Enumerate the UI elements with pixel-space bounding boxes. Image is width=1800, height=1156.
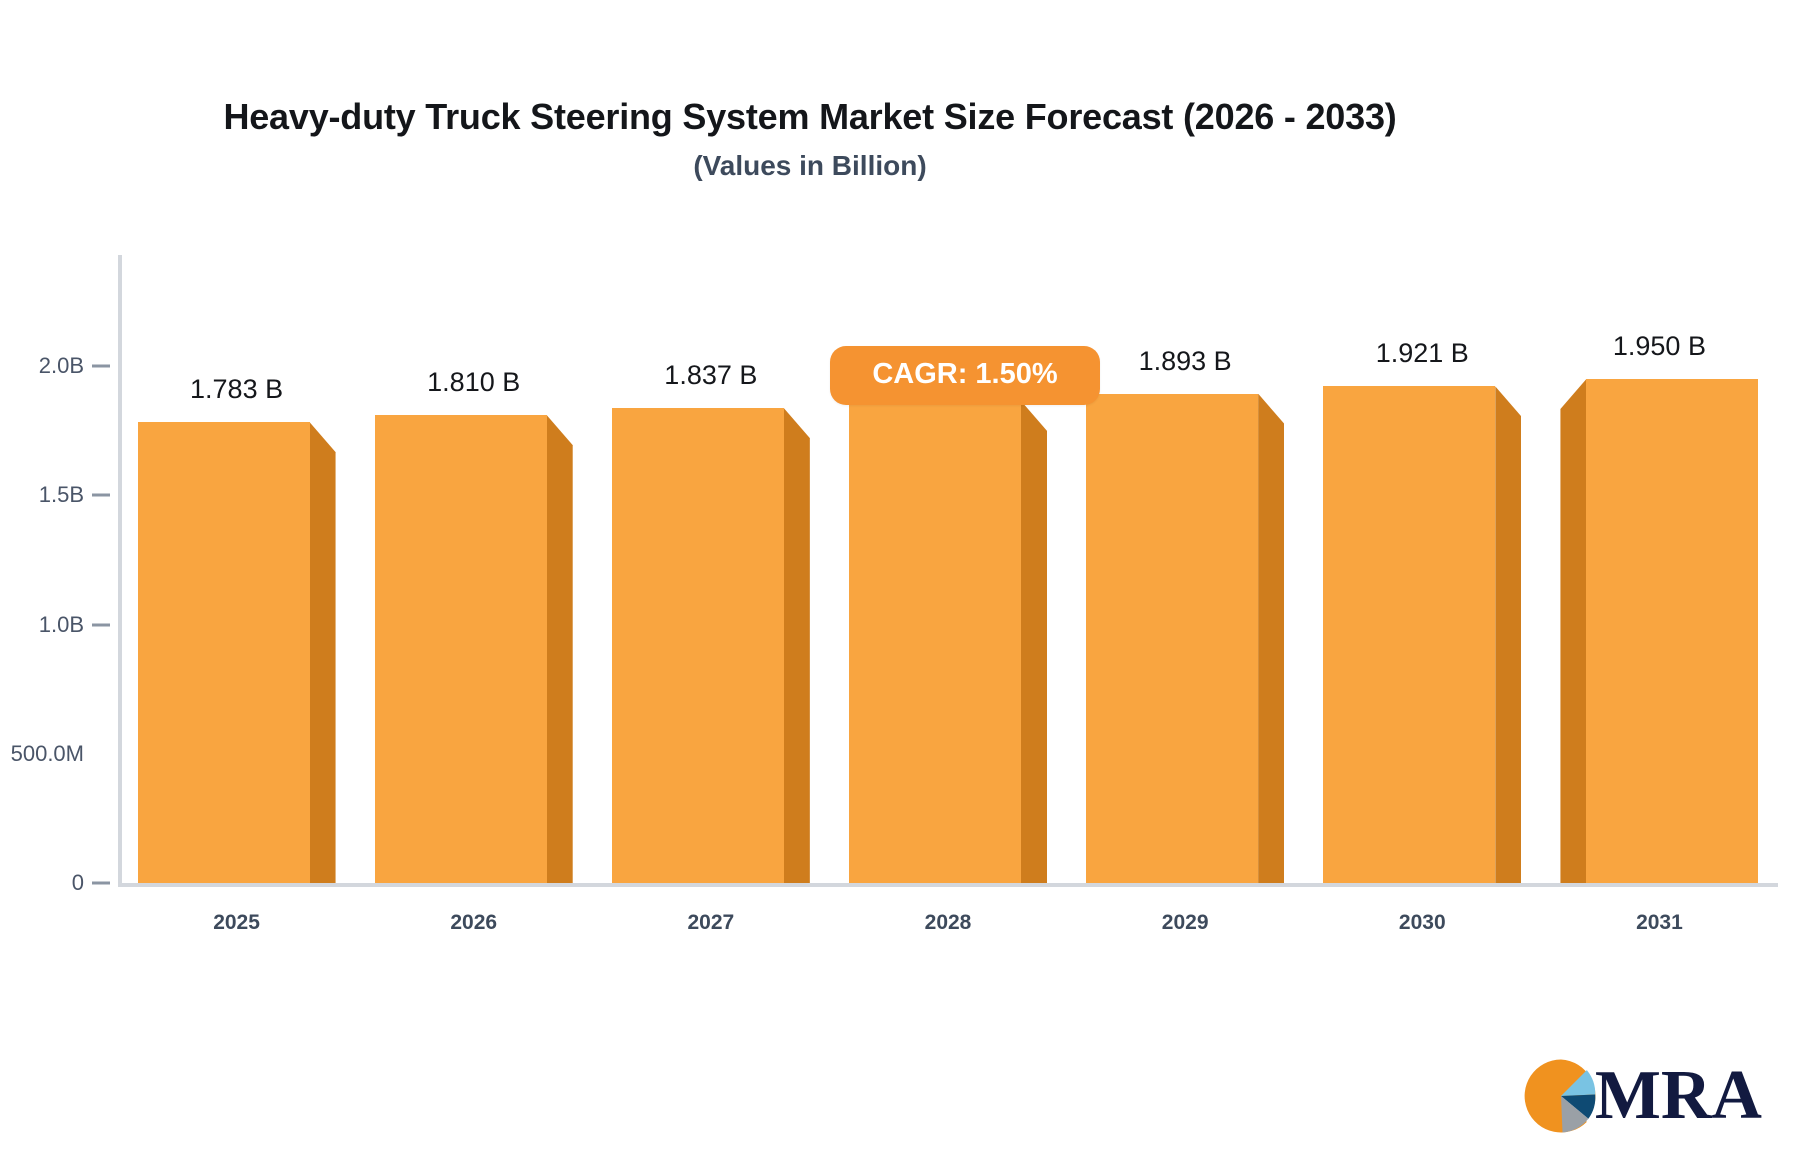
bar [137, 422, 336, 883]
bar-side-face [1258, 393, 1285, 883]
bar-side-face [1495, 386, 1522, 883]
bar [374, 415, 573, 883]
y-axis-tick-label: 2.0B [38, 353, 84, 378]
bar [1560, 378, 1759, 883]
x-axis-tick-label: 2026 [450, 911, 498, 934]
bar-front-face [374, 415, 547, 883]
bar-value-label: 1.837 B [664, 360, 758, 391]
bar-front-face [1323, 386, 1496, 883]
y-axis-tick-mark [92, 493, 110, 497]
title-block: Heavy-duty Truck Steering System Market … [0, 96, 1620, 183]
bar-series [118, 255, 1778, 887]
bar-value-label: 1.810 B [427, 367, 521, 398]
x-axis-tick-label: 2030 [1398, 911, 1446, 934]
bar-side-face [783, 408, 810, 883]
bar-side-face [546, 415, 573, 883]
bar-front-face [611, 408, 784, 883]
y-axis-tick-mark [92, 623, 110, 626]
chart-title: Heavy-duty Truck Steering System Market … [223, 96, 1397, 137]
y-axis-tick-label: 0 [71, 870, 84, 895]
bar-value-label: 1.893 B [1138, 345, 1232, 376]
x-axis-line [118, 883, 1778, 887]
chart-subtitle: (Values in Billion) [693, 150, 927, 182]
bar [1323, 386, 1522, 883]
bar-side-face [309, 422, 336, 883]
bar-value-label: 1.783 B [190, 374, 284, 405]
y-axis-tick-mark [92, 881, 110, 885]
y-axis-tick-label: 1.5B [38, 482, 84, 508]
x-axis-tick-label: 2029 [1161, 911, 1209, 934]
bar-front-face [849, 400, 1021, 883]
bar-front-face [137, 422, 310, 883]
y-axis-tick-mark [92, 364, 110, 368]
y-axis-line [118, 255, 122, 887]
bar-side-face [1021, 400, 1047, 883]
pie-chart-icon [1523, 1058, 1599, 1134]
bar-value-label: 1.921 B [1375, 338, 1469, 369]
brand-logo: MRA [1523, 1058, 1762, 1134]
bar [849, 400, 1047, 883]
y-axis-tick-label: 500.0M [10, 740, 84, 766]
bar [611, 408, 810, 883]
bar-front-face [1086, 393, 1259, 883]
bar-front-face [1586, 378, 1759, 883]
plot-area [118, 255, 1778, 887]
bar [1086, 393, 1285, 883]
bar-side-face [1560, 378, 1587, 883]
x-axis-tick-label: 2028 [924, 911, 972, 934]
x-axis-tick-label: 2025 [213, 911, 260, 934]
brand-logo-text: MRA [1594, 1057, 1762, 1134]
y-axis-tick-label: 1.0B [38, 611, 84, 637]
bar-value-label: 1.950 B [1612, 330, 1706, 361]
cagr-annotation-badge: CAGR: 1.50% [830, 346, 1100, 405]
x-axis-tick-label: 2031 [1636, 911, 1683, 934]
x-axis-tick-label: 2027 [687, 911, 735, 934]
